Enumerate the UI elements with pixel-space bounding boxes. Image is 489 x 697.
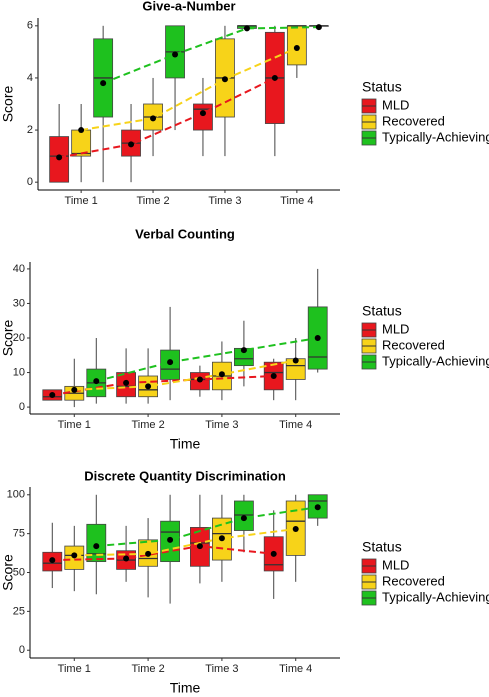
mean-dot xyxy=(167,536,174,543)
x-tick-label: Time 3 xyxy=(205,419,238,431)
y-tick-label: 10 xyxy=(13,366,25,378)
x-axis-title: Time xyxy=(170,680,201,696)
mean-dot xyxy=(196,376,203,383)
mean-dot xyxy=(71,552,78,559)
legend-label: Typically-Achieving xyxy=(382,353,489,368)
legend-title: Status xyxy=(362,539,402,555)
panel-title: Verbal Counting xyxy=(135,226,235,241)
mean-dot xyxy=(243,25,250,32)
y-tick-label: 2 xyxy=(27,124,33,136)
mean-dot xyxy=(221,76,228,83)
x-tick-label: Time 2 xyxy=(131,663,164,675)
mean-dot xyxy=(123,555,130,562)
mean-dot xyxy=(240,515,247,522)
mean-dot xyxy=(271,74,278,81)
y-axis-title: Score xyxy=(0,554,16,591)
legend-label: MLD xyxy=(382,321,409,336)
mean-dot xyxy=(240,347,247,354)
y-tick-label: 0 xyxy=(27,176,33,188)
x-tick-label: Time 4 xyxy=(279,419,312,431)
y-tick-label: 20 xyxy=(13,332,25,344)
y-tick-label: 40 xyxy=(13,263,25,275)
mean-line xyxy=(58,77,276,159)
mean-dot xyxy=(167,359,174,366)
mean-dot xyxy=(270,550,277,557)
mean-dot xyxy=(314,504,321,511)
mean-line xyxy=(74,359,296,391)
y-tick-label: 25 xyxy=(13,605,25,617)
mean-line xyxy=(96,337,318,383)
y-tick-label: 4 xyxy=(27,72,33,84)
x-tick-label: Time 1 xyxy=(65,195,98,207)
legend-label: MLD xyxy=(382,557,409,572)
mean-dot xyxy=(49,557,56,564)
mean-dot xyxy=(315,24,322,31)
mean-dot xyxy=(172,51,179,58)
mean-dot xyxy=(218,535,225,542)
legend-label: Recovered xyxy=(382,337,445,352)
mean-line xyxy=(96,506,318,548)
legend-title: Status xyxy=(362,79,402,95)
legend-label: Typically-Achieving xyxy=(382,589,489,604)
panel-title: Discrete Quantity Discrimination xyxy=(84,468,286,483)
mean-line xyxy=(52,545,274,562)
y-tick-label: 50 xyxy=(13,566,25,578)
y-tick-label: 30 xyxy=(13,297,25,309)
box xyxy=(86,523,107,563)
y-axis-title: Score xyxy=(0,320,16,357)
y-tick-label: 6 xyxy=(27,20,33,32)
mean-dot xyxy=(49,392,56,398)
x-tick-label: Time 4 xyxy=(280,195,313,207)
y-tick-label: 75 xyxy=(13,528,25,540)
mean-line xyxy=(74,527,296,557)
legend-label: Recovered xyxy=(382,113,445,128)
y-axis-title: Score xyxy=(0,86,16,123)
mean-dot xyxy=(199,110,206,117)
mean-dot xyxy=(128,141,135,148)
mean-dot xyxy=(56,154,63,161)
mean-dot xyxy=(292,357,299,364)
x-tick-label: Time 1 xyxy=(58,419,91,431)
mean-dot xyxy=(293,44,300,51)
legend-label: Typically-Achieving xyxy=(382,129,489,144)
mean-dot xyxy=(218,371,225,378)
mean-line xyxy=(80,47,298,132)
mean-dot xyxy=(314,335,321,341)
x-tick-label: Time 3 xyxy=(208,195,241,207)
x-tick-label: Time 2 xyxy=(136,195,169,207)
mean-dot xyxy=(145,550,152,557)
x-axis-title: Time xyxy=(170,436,201,452)
mean-dot xyxy=(100,80,107,87)
x-tick-label: Time 3 xyxy=(205,663,238,675)
legend-title: Status xyxy=(362,303,402,319)
panel-title: Give-a-Number xyxy=(142,0,235,13)
y-tick-label: 0 xyxy=(19,401,25,413)
mean-dot xyxy=(93,378,100,385)
legend-label: Recovered xyxy=(382,573,445,588)
mean-dot xyxy=(123,379,130,386)
mean-dot xyxy=(270,373,277,379)
mean-dot xyxy=(78,127,85,134)
mean-dot xyxy=(196,543,203,550)
x-tick-label: Time 4 xyxy=(279,663,312,675)
mean-dot xyxy=(150,115,157,122)
x-tick-label: Time 2 xyxy=(131,419,164,431)
mean-line xyxy=(102,26,319,85)
box xyxy=(71,129,92,157)
mean-dot xyxy=(93,543,100,550)
mean-dot xyxy=(71,386,78,393)
mean-dot xyxy=(145,383,152,390)
y-tick-label: 0 xyxy=(19,644,25,656)
legend-label: MLD xyxy=(382,97,409,112)
y-tick-label: 100 xyxy=(7,489,25,501)
mean-dot xyxy=(292,525,299,532)
x-tick-label: Time 1 xyxy=(58,663,91,675)
